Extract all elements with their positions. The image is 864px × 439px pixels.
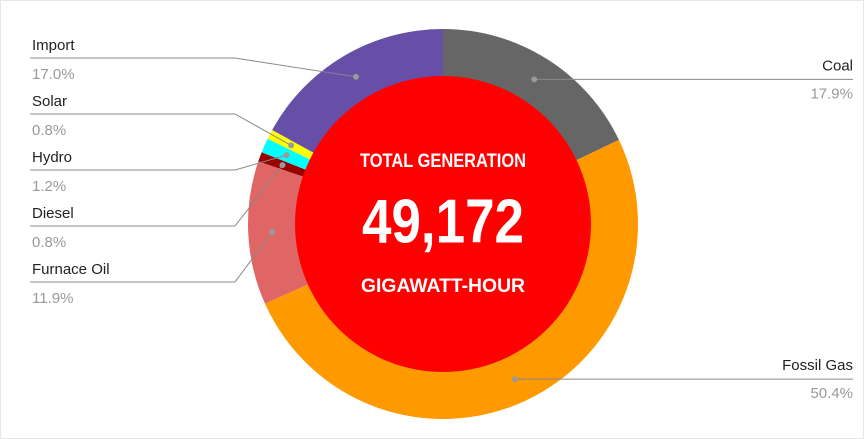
center-title: TOTAL GENERATION <box>360 151 526 172</box>
value-label: 50.4% <box>810 385 853 402</box>
value-label: 17.9% <box>810 85 853 102</box>
value-label: 0.8% <box>32 234 66 251</box>
value-label: 11.9% <box>32 290 73 307</box>
leader-line <box>30 154 287 171</box>
value-label: 0.8% <box>32 122 66 139</box>
leader-line <box>30 231 273 283</box>
center-disc <box>295 76 591 372</box>
leader-dot <box>511 376 518 383</box>
leader-dot <box>288 142 295 149</box>
slice <box>272 29 443 154</box>
leader-dot <box>279 162 286 169</box>
legend-label: Hydro <box>32 149 72 166</box>
legend-label: Coal <box>822 57 853 74</box>
leader-line <box>30 57 357 78</box>
slice <box>247 161 309 304</box>
legend-label: Solar <box>32 93 67 110</box>
value-label: 1.2% <box>32 178 66 195</box>
legend-label: Furnace Oil <box>32 261 110 278</box>
slice <box>265 139 638 419</box>
leader-dot <box>531 76 538 83</box>
leader-dot <box>352 73 359 80</box>
center-unit: GIGAWATT-HOUR <box>361 276 525 297</box>
legend-label: Diesel <box>32 205 74 222</box>
leader-line <box>30 113 292 146</box>
leader-line <box>30 164 283 227</box>
legend-label: Fossil Gas <box>782 357 853 374</box>
labels: Coal 17.9% Fossil Gas 50.4% Furnace Oil 11.9%… <box>30 37 853 402</box>
slices <box>247 29 638 419</box>
slice <box>443 29 619 161</box>
leader-dot <box>269 229 276 236</box>
value-label: 17.0% <box>32 66 75 83</box>
legend-label: Import <box>32 37 75 54</box>
leader-dot <box>283 152 290 159</box>
center-value: 49,172 <box>362 187 524 256</box>
